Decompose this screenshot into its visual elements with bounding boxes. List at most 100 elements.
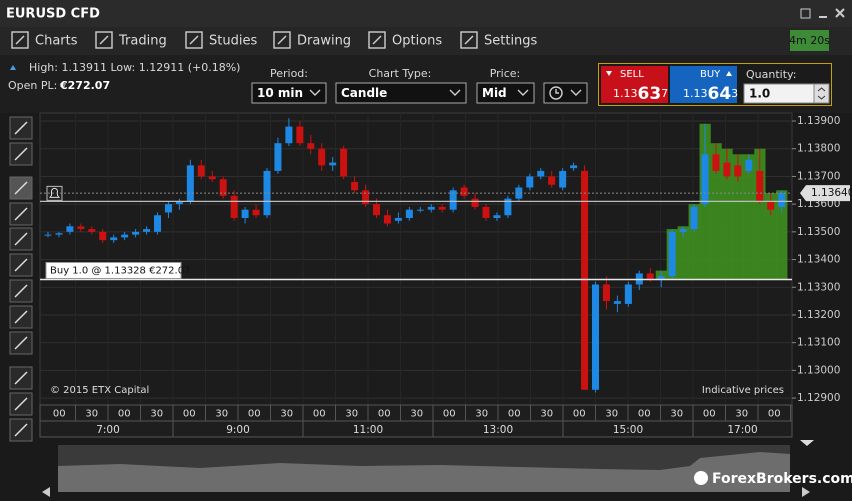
price-dropdown[interactable]: Mid [476,82,535,104]
position-label-box[interactable] [45,262,182,280]
toolbar-button[interactable]: Studies [185,31,257,49]
candle-body [679,229,687,232]
minute-label: 00 [118,409,131,420]
tool-icon [14,232,28,246]
tool-icon [14,423,28,437]
candle-body [723,162,731,177]
candle-body [778,193,786,207]
minute-label: 00 [313,409,326,420]
minute-label: 30 [85,409,98,420]
close-button[interactable] [835,8,845,18]
candle-body [548,176,556,185]
candle-body [175,201,183,205]
tool-button[interactable] [9,305,33,329]
quantity-input[interactable]: 1.0 [743,83,830,104]
hour-label: 15:00 [613,424,643,436]
minute-label: 30 [280,409,293,420]
change-arrow [10,65,16,70]
open-pl-label: Open PL: [8,79,57,92]
buy-button[interactable]: BUY 1.13643 [670,66,738,104]
tool-icon [14,371,28,385]
candle-body [767,201,775,210]
tool-button[interactable] [9,279,33,303]
toolbar-button[interactable]: Settings [460,31,538,49]
candle-body [471,198,479,207]
candle-body [263,170,271,216]
y-tick-label: 1.13500 [797,226,840,238]
minute-label: 00 [573,409,586,420]
candle-body [515,187,523,199]
window-menu-button[interactable] [800,8,811,19]
watermark: ForexBrokers.com [712,471,852,487]
tool-button[interactable] [9,142,33,166]
candle-body [285,126,293,144]
minute-label: 00 [248,409,261,420]
minute-label: 00 [638,409,651,420]
candle-body [274,143,282,171]
toolbar-label: Charts [35,34,78,49]
candle-body [362,190,370,205]
watermark-icon [694,471,708,485]
position-profit-area [732,154,744,280]
buy-price: 1.13643 [683,84,738,104]
scroll-right[interactable] [802,487,810,497]
candle-body [197,165,205,177]
toolbar-button[interactable]: Drawing [273,31,351,49]
candle-body [307,143,315,149]
tool-button[interactable] [9,253,33,277]
open-pl: €272.07 [59,79,110,92]
y-tick-label: 1.12900 [797,392,840,404]
sell-label: SELL [620,69,644,80]
candle-body [164,204,172,213]
tool-button[interactable] [9,116,33,140]
toolbar-label: Settings [484,34,538,49]
tool-icon [14,121,28,135]
candle-body [756,170,764,202]
toolbar-button[interactable]: Trading [95,31,167,49]
tool-button[interactable] [9,202,33,226]
chart-type-dropdown[interactable]: Candle [335,82,467,104]
toolbar-icon-detail [372,35,382,45]
candle-body [438,206,446,210]
timer-dropdown[interactable] [543,82,588,104]
toolbar-icon [185,31,203,49]
candle-body [493,215,501,218]
candle-body [252,209,260,216]
candle-body [318,148,326,166]
tool-button[interactable] [9,227,33,251]
tool-button[interactable] [9,176,33,200]
candle-body [132,231,140,235]
candle-body [241,209,249,218]
high-low: High: 1.13911 Low: 1.12911 (+0.18%) [29,61,240,74]
candle-body [537,170,545,177]
y-tick-label: 1.13900 [797,115,840,127]
copyright: © 2015 ETX Capital [50,385,149,396]
candle-body [690,206,698,230]
plot-area [39,112,793,406]
toolbar-button[interactable]: Charts [11,31,78,49]
navigator-handle[interactable] [800,440,814,446]
tool-icon [14,284,28,298]
sell-price-lead: 1.13 [613,87,638,100]
sell-price-big: 63 [638,84,662,104]
position-profit-area [721,148,733,280]
time-axis-labels: 00 30 00 30 00 30 00 30 00 30 00 30 00 30 00 30 00 30 00 30… [40,405,793,437]
candle-body [66,226,74,232]
tool-button[interactable] [9,418,33,442]
toolbar-button[interactable]: Options [368,31,442,49]
scroll-left[interactable] [42,487,50,497]
candle-body [504,198,512,216]
candle-body [383,215,391,224]
toolbar-icon-detail [277,35,287,45]
position-profit-area [710,143,722,280]
candle-body [329,162,337,166]
period-dropdown[interactable]: 10 min [251,82,327,104]
tool-button[interactable] [9,366,33,390]
minute-label: 00 [443,409,456,420]
tool-button[interactable] [9,392,33,416]
candle-body [613,301,621,304]
sell-button[interactable]: SELL 1.13637 [601,66,668,104]
tool-icon [14,258,28,272]
last-price-marker [800,185,850,202]
tool-button[interactable] [9,331,33,355]
